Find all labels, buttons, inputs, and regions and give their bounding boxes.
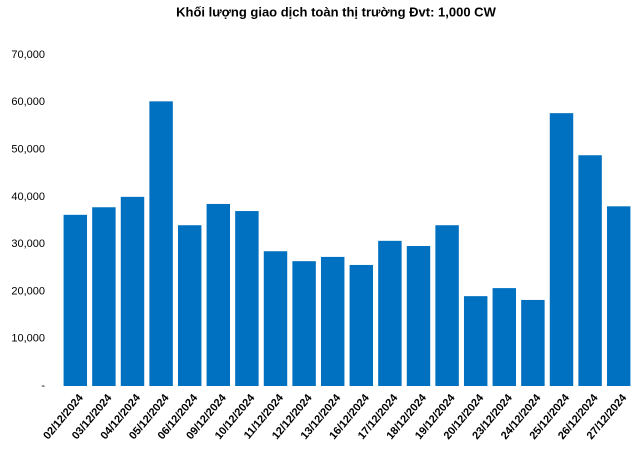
bar [521,299,545,386]
bar [263,251,288,386]
bar [292,261,316,386]
bar [406,246,431,386]
bar [149,101,173,386]
bar [606,206,631,386]
y-tick-label: 20,000 [11,285,45,297]
chart-title: Khối lượng giao dịch toàn thị trường Đvt… [176,4,496,19]
y-tick-label: 70,000 [11,49,45,61]
y-tick-label: 50,000 [11,143,45,155]
bar [349,264,374,386]
y-tick-label: 10,000 [11,333,45,345]
bar [492,288,517,386]
y-tick-label: 30,000 [11,238,45,250]
bar [549,113,574,386]
y-tick-label: - [41,380,45,392]
bar [206,203,231,386]
bar [463,296,488,386]
bar [235,211,259,386]
bar [578,155,602,386]
bar [177,225,202,386]
y-tick-label: 60,000 [11,96,45,108]
bar [120,196,145,386]
y-tick-label: 40,000 [11,191,45,203]
bar [435,225,459,386]
bar [320,256,345,386]
bar [378,240,402,386]
bar [63,214,88,386]
bar [92,207,116,386]
